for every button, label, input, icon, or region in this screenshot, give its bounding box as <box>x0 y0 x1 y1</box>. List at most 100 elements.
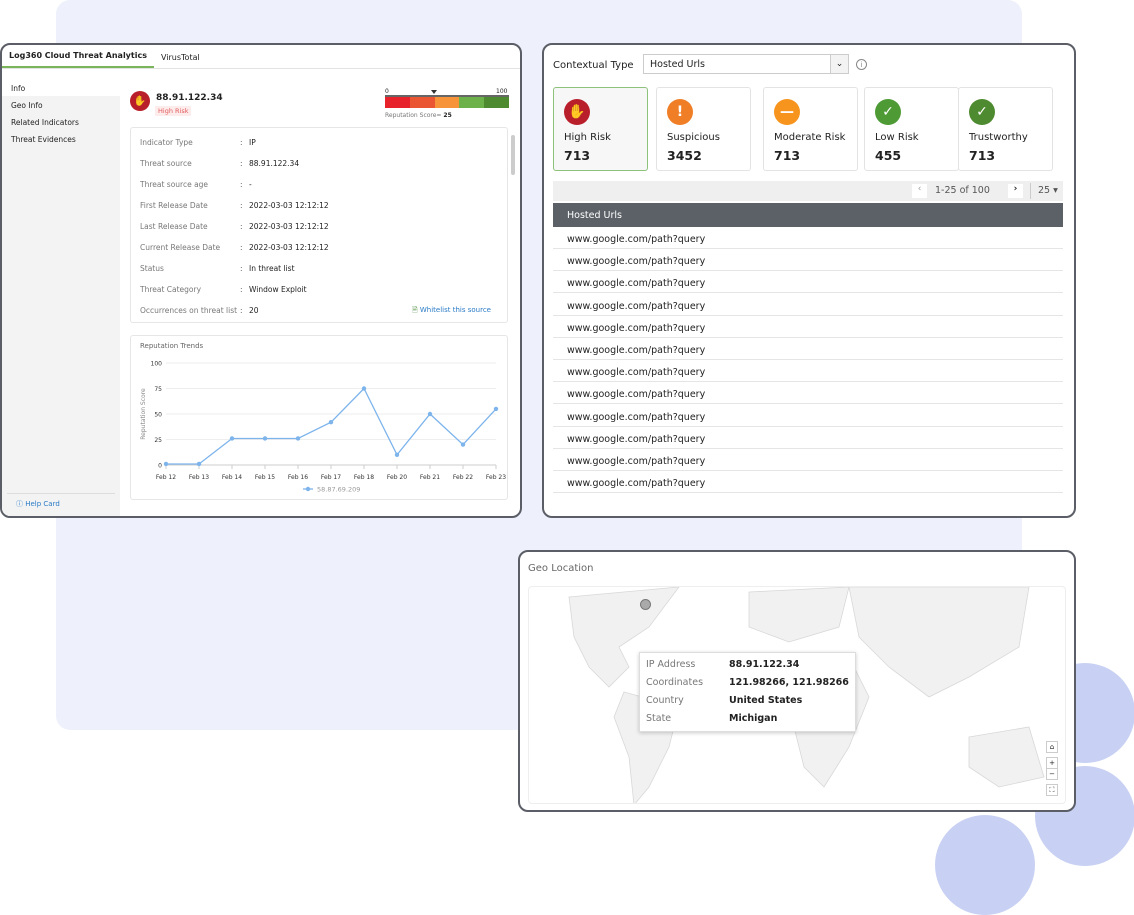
data-point[interactable] <box>361 386 367 391</box>
tooltip-key: Country <box>646 695 684 706</box>
x-tick-label: Feb 20 <box>387 474 407 481</box>
threat-analytics-panel: Log360 Cloud Threat Analytics VirusTotal… <box>0 43 522 518</box>
scrollbar[interactable] <box>511 135 515 175</box>
info-icon[interactable]: i <box>856 59 867 70</box>
trend-chart: 0 25 50 75 100 Feb 12 Feb 13 Feb 14 Feb 15 Feb 16… <box>140 361 506 494</box>
tooltip-row: IP Address 88.91.122.34 <box>646 659 799 670</box>
risk-card-moderate-risk[interactable]: — Moderate Risk 713 <box>763 87 858 171</box>
europe <box>748 587 850 643</box>
data-point[interactable] <box>196 461 202 467</box>
card-count: 713 <box>564 148 591 163</box>
table-row[interactable]: www.google.com/path?query <box>553 316 1063 338</box>
world-map[interactable]: IP Address 88.91.122.34 Coordinates 121.982… <box>528 586 1066 804</box>
scale-min: 0 <box>385 88 389 95</box>
card-count: 713 <box>774 148 801 163</box>
map-zoom-out-button[interactable]: − <box>1046 768 1058 780</box>
tooltip-row: Country United States <box>646 695 802 706</box>
table-row[interactable]: www.google.com/path?query <box>553 249 1063 272</box>
contextual-type-label: Contextual Type <box>553 60 634 71</box>
table-row[interactable]: www.google.com/path?query <box>553 271 1063 294</box>
card-label: Moderate Risk <box>774 132 846 143</box>
data-point[interactable] <box>460 442 466 447</box>
detail-colon: : <box>240 285 243 294</box>
detail-row: Threat source:88.91.122.34 <box>140 159 299 168</box>
detail-value: 2022-03-03 12:12:12 <box>249 222 329 231</box>
tab-log360[interactable]: Log360 Cloud Threat Analytics <box>2 45 154 68</box>
card-label: Suspicious <box>667 132 720 143</box>
y-tick-label: 0 <box>158 463 162 470</box>
card-count: 713 <box>969 148 996 163</box>
data-point[interactable] <box>427 411 433 417</box>
hand-stop-icon: ✋ <box>564 99 590 125</box>
table-row[interactable]: www.google.com/path?query <box>553 449 1063 471</box>
table-row[interactable]: www.google.com/path?query <box>553 382 1063 405</box>
detail-value: IP <box>249 138 256 147</box>
x-tick-label: Feb 21 <box>420 474 440 481</box>
map-zoom-in-button[interactable]: + <box>1046 757 1058 769</box>
sidebar-item-threat-evidences[interactable]: Threat Evidences <box>11 135 76 144</box>
detail-row: Status: In threat list <box>140 264 295 273</box>
x-tick-label: Feb 17 <box>321 474 341 481</box>
sidebar-item-geo-info[interactable]: Geo Info <box>11 101 43 110</box>
risk-card-high-risk[interactable]: ✋ High Risk 713 <box>553 87 648 171</box>
data-point[interactable] <box>262 436 268 441</box>
sidebar-item-info[interactable]: Info <box>2 79 120 96</box>
table-row[interactable]: www.google.com/path?query <box>553 294 1063 316</box>
detail-key: Occurrences on threat list <box>140 306 238 315</box>
x-tick-label: Feb 12 <box>156 474 176 481</box>
geo-location-panel: Geo Location IP Address 88.91.122.34 Coord… <box>518 550 1076 812</box>
card-label: Trustworthy <box>969 132 1028 143</box>
data-point[interactable] <box>493 406 499 412</box>
detail-value: Window Exploit <box>249 285 307 294</box>
contextual-panel: Contextual Type Hosted Urls ⌄ i ✋ High Ri… <box>542 43 1076 518</box>
north-america <box>568 587 680 688</box>
tooltip-value: United States <box>729 695 803 706</box>
risk-card-suspicious[interactable]: ! Suspicious 3452 <box>656 87 751 171</box>
detail-colon: : <box>240 159 243 168</box>
table-header[interactable]: Hosted Urls <box>553 203 1063 227</box>
reputation-scale <box>385 95 509 108</box>
whitelist-icon: 🗎 <box>412 306 418 314</box>
detail-key: Current Release Date <box>140 243 221 252</box>
data-point[interactable] <box>394 452 400 457</box>
table-row[interactable]: www.google.com/path?query <box>553 427 1063 449</box>
data-point[interactable] <box>295 436 301 441</box>
scale-segment <box>484 97 509 108</box>
whitelist-link[interactable]: 🗎 Whitelist this source <box>412 306 491 314</box>
data-point[interactable] <box>229 436 235 441</box>
detail-value: - <box>249 180 252 189</box>
table-row[interactable]: www.google.com/path?query <box>553 360 1063 383</box>
risk-card-low-risk[interactable]: ✓ Low Risk 455 <box>864 87 959 171</box>
table-row[interactable]: www.google.com/path?query <box>553 227 1063 249</box>
prev-page-button[interactable]: ‹ <box>912 184 927 198</box>
map-reset-button[interactable]: ⛶ <box>1046 784 1058 796</box>
detail-value: 88.91.122.34 <box>249 159 300 168</box>
scale-segment <box>409 97 435 108</box>
sidebar-item-related-indicators[interactable]: Related Indicators <box>11 118 79 127</box>
data-point[interactable] <box>328 419 334 425</box>
table-row[interactable]: www.google.com/path?query <box>553 338 1063 360</box>
check-icon: ✓ <box>969 99 995 125</box>
help-card-link[interactable]: ⓘ Help Card <box>7 493 115 510</box>
scale-marker-icon <box>431 90 437 94</box>
data-point[interactable] <box>163 461 169 467</box>
risk-card-trustworthy[interactable]: ✓ Trustworthy 713 <box>958 87 1053 171</box>
tooltip-value: 121.98266, 121.98266 <box>729 677 849 688</box>
detail-key: Threat source <box>140 159 192 168</box>
map-home-button[interactable]: ⌂ <box>1046 741 1058 753</box>
table-row[interactable]: www.google.com/path?query <box>553 471 1063 494</box>
scale-segment <box>434 97 460 108</box>
y-tick-label: 100 <box>151 361 163 368</box>
per-page-select[interactable]: 25 ▾ <box>1030 183 1058 199</box>
exclamation-icon: ! <box>667 99 693 125</box>
table-row[interactable]: www.google.com/path?query <box>553 405 1063 427</box>
tab-virustotal[interactable]: VirusTotal <box>160 53 200 62</box>
next-page-button[interactable]: › <box>1008 184 1023 198</box>
detail-key: Last Release Date <box>140 222 208 231</box>
legend-label[interactable]: 58.87.69.209 <box>317 486 360 494</box>
card-count: 455 <box>875 148 902 163</box>
x-tick-label: Feb 22 <box>453 474 473 481</box>
contextual-type-select[interactable]: Hosted Urls ⌄ <box>643 54 849 74</box>
location-marker[interactable] <box>640 599 651 610</box>
scale-segment <box>385 97 410 108</box>
